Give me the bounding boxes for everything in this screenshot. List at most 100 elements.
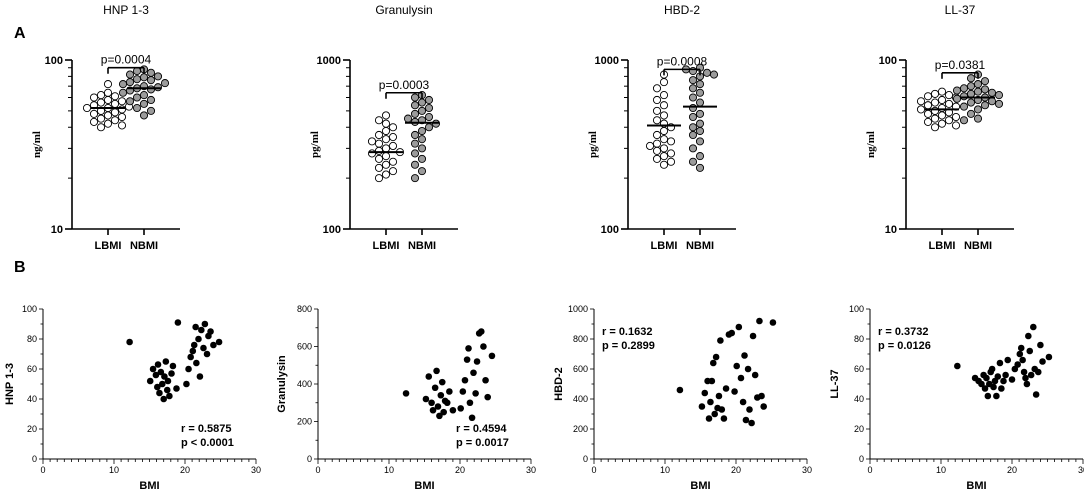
data-point	[1008, 376, 1016, 383]
data-point-nbmi	[146, 106, 156, 115]
data-point-lbmi	[103, 88, 113, 97]
correlation-p: p = 0.0126	[878, 340, 931, 352]
data-point-lbmi	[659, 111, 669, 120]
y-tick-label: 100	[45, 55, 63, 67]
x-tick-label: 20	[180, 465, 190, 475]
data-point	[166, 392, 173, 400]
data-point-nbmi	[688, 157, 698, 166]
data-point	[156, 389, 163, 397]
data-point-lbmi	[381, 119, 391, 128]
p-value-label: p=0.0003	[379, 78, 430, 92]
data-point-lbmi	[666, 157, 676, 166]
data-point-lbmi	[944, 91, 954, 100]
data-point-lbmi	[117, 97, 127, 106]
data-point-lbmi	[388, 141, 398, 151]
data-point-lbmi	[916, 97, 926, 106]
data-point	[731, 388, 738, 395]
data-point	[440, 408, 447, 416]
data-point	[207, 328, 214, 335]
data-point	[160, 395, 167, 403]
x-category-label: LBMI	[95, 240, 122, 252]
data-point-lbmi	[659, 78, 669, 87]
data-point-lbmi	[659, 160, 669, 169]
data-point-lbmi	[944, 99, 954, 108]
data-point	[185, 365, 192, 373]
data-point	[1030, 323, 1037, 331]
x-category-label: NBMI	[964, 240, 992, 252]
data-point	[174, 319, 182, 326]
data-point	[472, 390, 479, 397]
data-point	[146, 377, 154, 385]
data-point-nbmi	[417, 135, 427, 144]
y-tick-label: 1000	[317, 55, 341, 67]
data-point-lbmi	[381, 170, 391, 179]
dot-plot-hnp: HNP 1-3 10 100 LBMI NBMI ng/ml p=0.0004	[31, 3, 180, 252]
data-point	[431, 384, 439, 392]
data-point-nbmi	[688, 112, 698, 122]
data-point	[707, 398, 714, 406]
data-point-nbmi	[125, 78, 135, 87]
data-point	[1014, 361, 1021, 368]
data-point	[482, 376, 489, 384]
data-point	[711, 410, 718, 418]
y-tick-label: 600	[573, 364, 588, 374]
data-point	[744, 365, 752, 373]
y-tick-label: 80	[27, 334, 37, 344]
data-point-nbmi	[132, 103, 142, 113]
data-point	[161, 373, 168, 380]
data-point-lbmi	[652, 116, 662, 125]
data-point	[215, 338, 223, 346]
data-point	[189, 347, 197, 355]
data-point-nbmi	[410, 130, 420, 140]
y-tick-label: 0	[859, 454, 864, 464]
data-point	[741, 352, 748, 359]
y-tick-label: 0	[583, 454, 588, 464]
data-point	[983, 374, 990, 382]
data-point	[984, 392, 992, 400]
data-point-lbmi	[666, 149, 676, 158]
p-value-label: p=0.0008	[657, 54, 708, 68]
data-point-nbmi	[966, 74, 976, 83]
data-point-nbmi	[695, 119, 705, 128]
data-point	[484, 393, 491, 401]
data-point-lbmi	[82, 103, 92, 113]
data-point-nbmi	[994, 99, 1004, 108]
data-point	[735, 323, 743, 331]
data-point	[446, 388, 453, 395]
data-point-lbmi	[937, 111, 947, 120]
data-point	[712, 353, 720, 361]
data-point	[720, 415, 728, 422]
data-point-lbmi	[374, 116, 384, 125]
data-point-nbmi	[980, 85, 990, 94]
correlation-r: r = 0.3732	[878, 326, 928, 338]
data-point-nbmi	[695, 98, 705, 107]
scatter-plot-granulysin-bmi: 0 10 20 30 0 200 400 600 800 BMI Granulysin r = 0.4…	[276, 304, 536, 492]
y-axis-label: HBD-2	[553, 367, 565, 401]
data-point-nbmi	[973, 80, 983, 89]
data-point-lbmi	[110, 99, 120, 108]
data-point	[954, 362, 961, 370]
data-point	[1020, 368, 1028, 376]
data-point	[198, 326, 205, 334]
data-point	[728, 329, 736, 337]
y-tick-label: 100	[849, 304, 864, 314]
data-point-lbmi	[374, 146, 384, 155]
data-point	[746, 406, 753, 413]
x-tick-label: 10	[936, 465, 946, 475]
data-point-lbmi	[96, 114, 106, 123]
data-point	[993, 392, 1000, 400]
y-tick-label: 600	[297, 342, 312, 352]
y-tick-label: 10	[51, 224, 63, 236]
data-point-lbmi	[96, 98, 106, 107]
data-point-lbmi	[930, 106, 940, 115]
panel-label-a: A	[14, 25, 26, 42]
data-point-lbmi	[937, 87, 947, 96]
data-point-nbmi	[695, 152, 705, 161]
data-point-nbmi	[132, 67, 142, 76]
data-point-lbmi	[117, 112, 127, 122]
x-category-label: LBMI	[651, 240, 678, 252]
data-point-nbmi	[980, 77, 990, 86]
data-point	[152, 371, 160, 379]
y-tick-label: 800	[297, 304, 312, 314]
data-point-nbmi	[695, 163, 705, 172]
